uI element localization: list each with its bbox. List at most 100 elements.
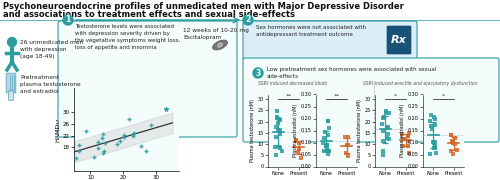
Point <box>297 156 305 159</box>
Text: SSRI induced decreased libido: SSRI induced decreased libido <box>258 81 328 86</box>
Point <box>125 117 133 120</box>
Point <box>322 144 330 147</box>
Point <box>341 136 349 139</box>
Point <box>384 137 392 140</box>
FancyBboxPatch shape <box>58 21 237 137</box>
Point <box>72 156 80 159</box>
Point <box>451 143 459 146</box>
Y-axis label: Plasma estradiol (nM): Plasma estradiol (nM) <box>400 104 405 157</box>
Text: 12 weeks of 10-20 mg
Escitalopram: 12 weeks of 10-20 mg Escitalopram <box>183 28 249 40</box>
Point <box>324 153 332 156</box>
Point <box>427 125 435 128</box>
Point <box>380 154 388 157</box>
Point <box>405 132 413 135</box>
Point <box>398 138 406 141</box>
Point <box>404 139 412 142</box>
Point <box>448 149 456 152</box>
Point <box>427 114 435 117</box>
Point <box>384 126 392 129</box>
Circle shape <box>243 15 253 25</box>
Point <box>142 150 150 153</box>
Point <box>448 139 456 142</box>
Point <box>344 144 351 147</box>
Text: 3: 3 <box>256 69 260 78</box>
Point <box>294 150 302 153</box>
Text: **: ** <box>286 93 292 98</box>
Circle shape <box>63 15 73 25</box>
Text: Sex hormones were not associated with
antidepressant treatment outcome: Sex hormones were not associated with an… <box>256 25 366 37</box>
Point <box>431 141 439 143</box>
Point <box>324 120 332 123</box>
Point <box>325 127 333 130</box>
Point <box>294 142 302 145</box>
Point <box>276 133 284 136</box>
Circle shape <box>8 37 16 46</box>
Text: SSRI induced erectile and ejaculatory dysfunction: SSRI induced erectile and ejaculatory dy… <box>363 81 477 86</box>
Point <box>430 140 438 143</box>
Point <box>272 146 280 149</box>
Point <box>382 110 390 113</box>
Point <box>430 116 438 118</box>
Point <box>82 129 90 132</box>
Point <box>99 151 107 154</box>
Text: 26 unmedicated men
with depression
(age 18-49): 26 unmedicated men with depression (age … <box>20 40 83 59</box>
Point <box>116 139 124 142</box>
Point <box>273 116 281 119</box>
Point <box>431 117 439 120</box>
Point <box>292 140 300 142</box>
Text: Rx: Rx <box>391 35 407 45</box>
Point <box>278 149 286 152</box>
Point <box>276 128 283 131</box>
Text: Pretreatment
plasma testosterone
and estradiol: Pretreatment plasma testosterone and est… <box>20 75 81 94</box>
Point <box>129 135 137 138</box>
Point <box>129 132 137 135</box>
Point <box>292 139 300 141</box>
Text: **: ** <box>334 93 340 98</box>
Point <box>430 141 438 144</box>
Point <box>382 111 390 114</box>
Point <box>320 136 328 139</box>
FancyBboxPatch shape <box>8 91 14 100</box>
Point <box>384 112 392 115</box>
Ellipse shape <box>216 42 224 48</box>
Point <box>324 119 332 122</box>
Point <box>325 149 333 152</box>
Text: Low pretreatment sex hormones were associated with sexual
side-effects: Low pretreatment sex hormones were assoc… <box>267 67 436 79</box>
Point <box>405 152 413 155</box>
Point <box>274 128 282 131</box>
Point <box>120 134 128 137</box>
Text: 2: 2 <box>246 15 250 24</box>
Circle shape <box>253 68 263 78</box>
Point <box>120 136 128 139</box>
Point <box>447 134 455 137</box>
Point <box>273 116 281 118</box>
Point <box>98 136 106 139</box>
Point <box>130 132 138 135</box>
Point <box>379 129 387 132</box>
Point <box>342 152 350 155</box>
FancyBboxPatch shape <box>243 58 499 142</box>
Point <box>276 147 284 150</box>
Point <box>426 119 434 122</box>
Text: and associations to treatment effects and sexual side-effects: and associations to treatment effects an… <box>3 10 295 19</box>
Point <box>324 147 332 150</box>
Point <box>272 154 280 157</box>
Point <box>276 118 283 120</box>
Point <box>450 142 458 145</box>
Point <box>147 123 155 126</box>
Point <box>324 134 332 136</box>
Point <box>274 121 282 124</box>
Point <box>431 145 439 148</box>
Point <box>431 124 439 127</box>
Point <box>404 145 411 147</box>
Point <box>272 125 280 128</box>
Point <box>344 135 351 138</box>
Point <box>382 137 390 140</box>
Point <box>322 144 330 147</box>
Point <box>426 152 434 155</box>
Point <box>322 143 330 146</box>
Point <box>401 138 409 141</box>
Point <box>319 141 327 144</box>
Text: Psychoneuroendocrine profiles of unmedicated men with Major Depressive Disorder: Psychoneuroendocrine profiles of unmedic… <box>3 2 404 11</box>
Point <box>378 123 386 125</box>
